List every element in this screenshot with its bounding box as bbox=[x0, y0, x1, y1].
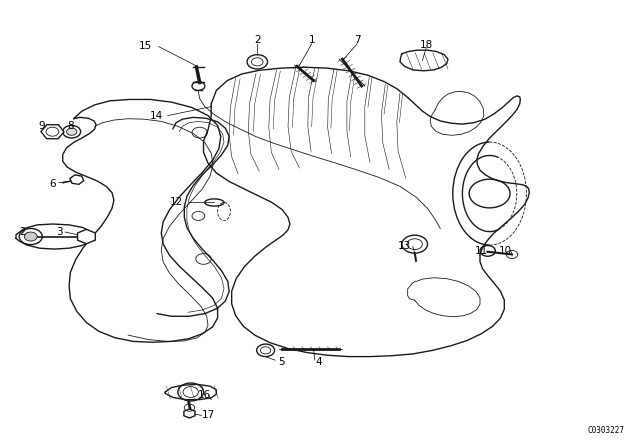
Text: 15: 15 bbox=[140, 41, 152, 51]
Text: 2: 2 bbox=[254, 35, 260, 45]
Text: C0303227: C0303227 bbox=[587, 426, 624, 435]
Circle shape bbox=[67, 128, 77, 135]
Text: 16: 16 bbox=[198, 390, 211, 400]
Text: 5: 5 bbox=[278, 357, 285, 367]
Text: 8: 8 bbox=[67, 121, 74, 131]
Text: 18: 18 bbox=[420, 40, 433, 50]
Text: 14: 14 bbox=[150, 111, 163, 121]
Text: 17: 17 bbox=[202, 410, 214, 420]
Text: 1: 1 bbox=[308, 35, 315, 45]
Text: 3: 3 bbox=[56, 227, 63, 237]
Text: 9: 9 bbox=[38, 121, 45, 131]
Text: 7: 7 bbox=[354, 35, 360, 45]
Text: 6: 6 bbox=[49, 179, 56, 189]
Text: 2: 2 bbox=[19, 227, 26, 237]
Text: 4: 4 bbox=[316, 357, 322, 367]
Text: 11: 11 bbox=[475, 246, 488, 256]
Circle shape bbox=[24, 232, 37, 241]
Text: 13: 13 bbox=[398, 241, 411, 250]
Text: 12: 12 bbox=[170, 198, 182, 207]
Text: 10: 10 bbox=[499, 246, 512, 256]
